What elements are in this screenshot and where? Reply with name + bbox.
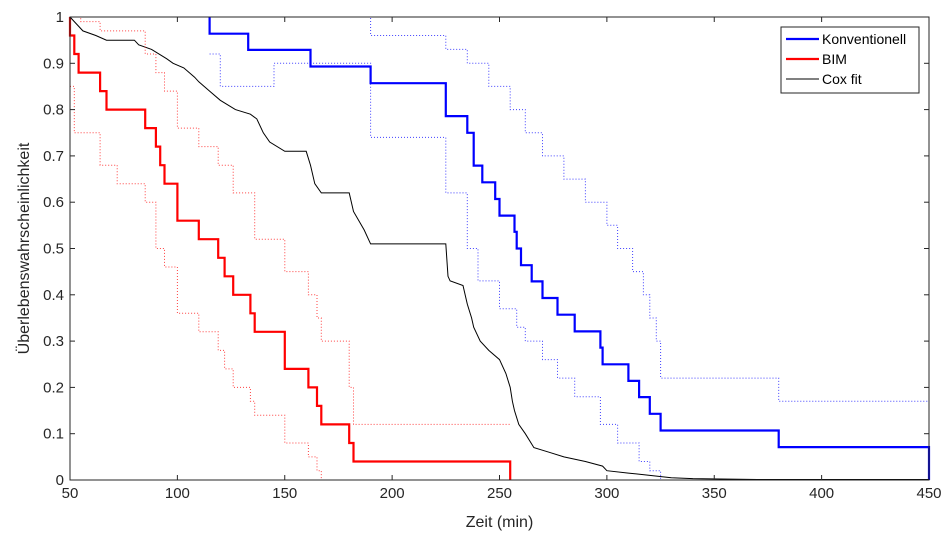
series-line-cox-fit [69,16,929,480]
y-tick-label: 0.4 [43,287,64,304]
y-tick-label: 0.7 [43,148,64,165]
y-tick-label: 0.6 [43,194,64,211]
x-axis-label: Zeit (min) [466,514,534,531]
y-tick-label: 0.9 [43,55,64,72]
legend-label: Konventionell [822,31,906,47]
y-tick-label: 0.1 [43,426,64,443]
y-tick-label: 0.5 [43,241,64,258]
confidence-band-line [70,16,511,425]
x-tick-label: 150 [272,485,297,502]
series-line-bim [68,17,512,480]
x-tick-label: 300 [594,485,619,502]
x-tick-label: 250 [487,485,512,502]
y-axis-label: Überlebenswahrscheinlichkeit [15,142,33,354]
confidence-band-line [70,85,322,480]
y-tick-label: 0.3 [43,333,64,350]
x-tick-label: 100 [165,485,190,502]
confidence-band-line [209,16,929,402]
y-tick-label: 0.8 [43,102,64,119]
y-tick-label: 0.2 [43,379,64,396]
series-line-konventionell [208,17,931,480]
x-tick-label: 350 [702,485,727,502]
y-tick-label: 1 [56,9,64,26]
x-tick-label: 50 [62,485,79,502]
legend: Konventionell BIM Cox fit [780,26,920,94]
x-tick-label: 400 [809,485,834,502]
curves-layer [68,16,931,480]
y-tick-label: 0 [56,472,64,489]
x-tick-label: 200 [380,485,405,502]
legend-label: Cox fit [822,71,862,87]
legend-label: BIM [822,51,847,67]
x-tick-label: 450 [916,485,941,502]
ticks-layer: 50 100 150 200 250 300 350 400 450 0 0.1 0.2 0.3 0.4 0… [43,9,941,502]
